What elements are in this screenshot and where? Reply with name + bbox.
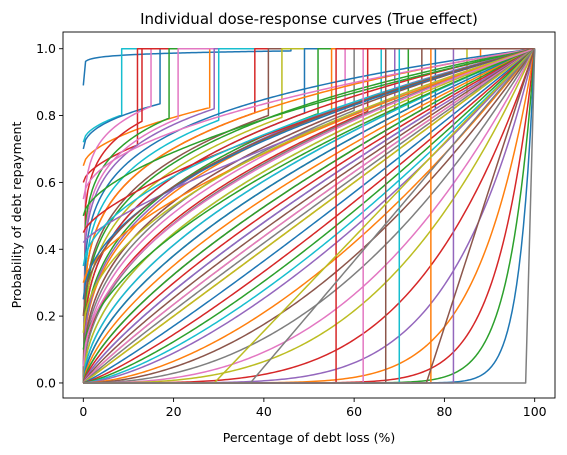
x-tick-label: 40 — [256, 404, 272, 419]
series-line — [83, 48, 536, 384]
series-line — [82, 48, 536, 384]
series-line — [82, 48, 536, 384]
series-line — [82, 48, 536, 384]
series-line — [82, 48, 535, 367]
series-line — [82, 47, 535, 383]
x-tick-label: 80 — [436, 404, 452, 419]
series-line — [82, 48, 535, 350]
x-axis: 0 20 40 60 80 100 — [79, 398, 547, 419]
series-line — [82, 48, 535, 384]
series-line — [83, 48, 536, 384]
series-line — [82, 47, 535, 333]
series-line — [82, 48, 536, 384]
y-tick-label: 0.2 — [36, 309, 56, 324]
series-line — [82, 48, 536, 384]
series-line — [83, 48, 536, 384]
series-line — [82, 48, 536, 384]
plot-frame — [62, 31, 556, 399]
series-line — [83, 48, 536, 384]
series-line — [83, 48, 536, 384]
series-line — [82, 47, 535, 383]
y-tick-label: 0.4 — [36, 242, 56, 257]
x-tick-label: 60 — [346, 404, 362, 419]
x-tick-label: 0 — [79, 404, 87, 419]
series-line — [83, 48, 536, 384]
series-line — [82, 47, 535, 317]
series-line — [82, 48, 536, 384]
y-tick-label: 0.8 — [36, 108, 56, 123]
series-line — [82, 47, 535, 217]
series-line — [83, 48, 536, 384]
y-tick-label: 1.0 — [36, 41, 56, 56]
series-layer — [82, 47, 536, 384]
series-line — [83, 48, 536, 384]
y-axis-label: Probability of debt repayment — [9, 122, 24, 309]
x-axis-label: Percentage of debt loss (%) — [223, 430, 396, 445]
series-line — [82, 47, 535, 283]
series-line — [83, 48, 536, 384]
y-tick-label: 0.0 — [36, 375, 56, 390]
x-tick-label: 20 — [166, 404, 182, 419]
series-line — [83, 48, 536, 384]
y-tick-label: 0.6 — [36, 175, 56, 190]
series-line — [82, 48, 536, 384]
series-line — [82, 47, 535, 200]
y-axis: 0.0 0.2 0.4 0.6 0.8 1.0 — [36, 41, 63, 390]
chart-title: Individual dose-response curves (True ef… — [140, 10, 478, 28]
x-tick-label: 100 — [523, 404, 547, 419]
